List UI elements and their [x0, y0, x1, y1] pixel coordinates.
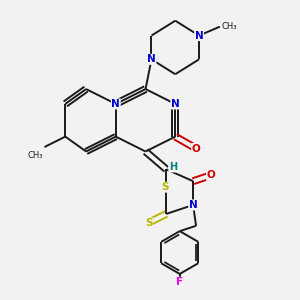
- Text: F: F: [176, 277, 183, 287]
- Text: N: N: [195, 31, 203, 40]
- Text: N: N: [147, 54, 156, 64]
- Text: CH₃: CH₃: [221, 22, 237, 31]
- Text: S: S: [145, 218, 152, 228]
- Text: O: O: [207, 170, 215, 180]
- Text: H: H: [169, 162, 177, 172]
- Text: N: N: [189, 200, 197, 210]
- Text: N: N: [171, 99, 180, 109]
- Text: N: N: [111, 99, 120, 109]
- Text: CH₃: CH₃: [28, 152, 43, 160]
- Text: S: S: [161, 182, 169, 192]
- Text: O: O: [192, 143, 200, 154]
